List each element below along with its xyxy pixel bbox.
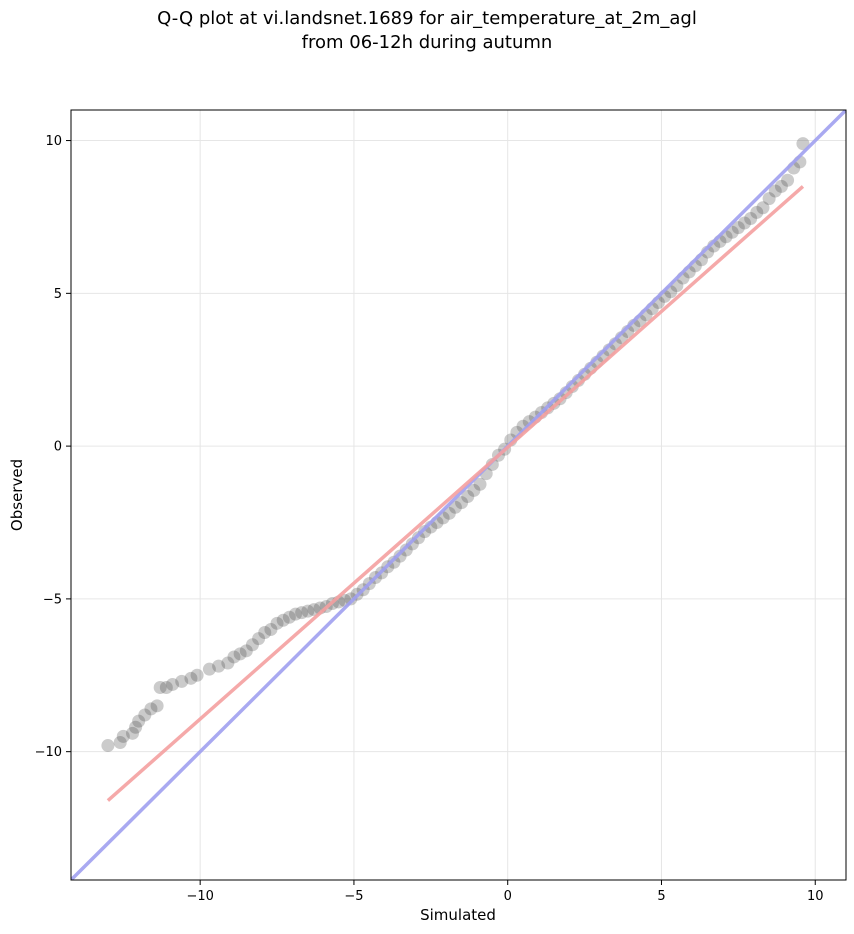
x-tick-label: −5 [344,889,363,904]
y-axis-ticks: −10 −5 0 5 10 [35,134,71,760]
scatter-points [101,137,810,753]
plot-frame [70,109,847,881]
qq-point [150,699,164,713]
qq-point [455,496,469,510]
y-tick-label: −5 [43,592,62,607]
qq-point [418,525,432,539]
reference-lines [71,110,846,880]
qq-point [461,490,475,504]
x-tick-label: −10 [186,889,213,904]
qq-point [202,662,216,676]
qq-point [276,613,290,627]
chart-title-line-2: from 06-12h during autumn [301,32,553,53]
qq-point [175,674,189,688]
qq-point [227,650,241,664]
qq-point [387,555,401,569]
qq-point [212,659,226,673]
qq-point [101,739,115,753]
qq-point [116,729,130,743]
y-tick-label: 0 [54,440,62,455]
qq-point [138,708,152,722]
qq-point [307,603,321,617]
qq-point [796,137,810,151]
qq-point [467,483,481,497]
x-tick-label: 0 [504,889,512,904]
qq-point [233,647,247,661]
qq-point [725,225,739,239]
qq-point [264,622,278,636]
qq-point [412,531,426,545]
qq-point [344,592,358,606]
qq-point [144,702,158,716]
qq-point [762,192,776,206]
y-tick-label: 10 [45,134,62,149]
qq-point [245,638,259,652]
qq-point [399,543,413,557]
y-tick-label: 5 [54,287,62,302]
qq-point [190,668,204,682]
qq-point [159,681,173,694]
qq-point [129,720,143,734]
chart-title-line-1: Q-Q plot at vi.landsnet.1689 for air_tem… [157,8,697,29]
qq-point [756,201,770,215]
qq-point [126,726,140,740]
qq-point [781,173,795,187]
reference-line [106,185,805,802]
qq-point [744,211,758,225]
x-tick-label: 10 [807,889,824,904]
qq-point [405,537,419,551]
x-tick-label: 5 [657,889,665,904]
qq-point [738,216,752,230]
y-axis-label: Observed [8,459,26,531]
qq-point [252,632,266,646]
y-tick-label: −10 [35,745,62,760]
qq-point [473,477,487,491]
qq-point [774,179,788,193]
qq-point [547,396,561,410]
qq-point [750,205,764,219]
qq-point [282,610,296,624]
qq-point [442,506,456,520]
qq-point [165,677,179,691]
x-axis-ticks: −10 −5 0 5 10 [186,880,824,904]
qq-point [153,681,167,694]
qq-point [184,671,198,685]
qq-point [113,736,127,749]
grid-lines [71,110,846,880]
qq-point [239,644,253,658]
qq-point [221,656,235,670]
reference-line [71,110,846,880]
qq-point [258,626,272,639]
qq-point [132,714,146,728]
qq-point [485,457,499,471]
qq-point [289,607,303,621]
x-axis-label: Simulated [420,906,496,924]
qq-point [301,604,315,618]
qq-point [270,616,284,630]
qq-point [295,606,309,620]
qq-point [393,549,407,563]
qq-point [731,221,745,235]
qq-point [768,184,782,198]
qq-point [448,500,462,514]
